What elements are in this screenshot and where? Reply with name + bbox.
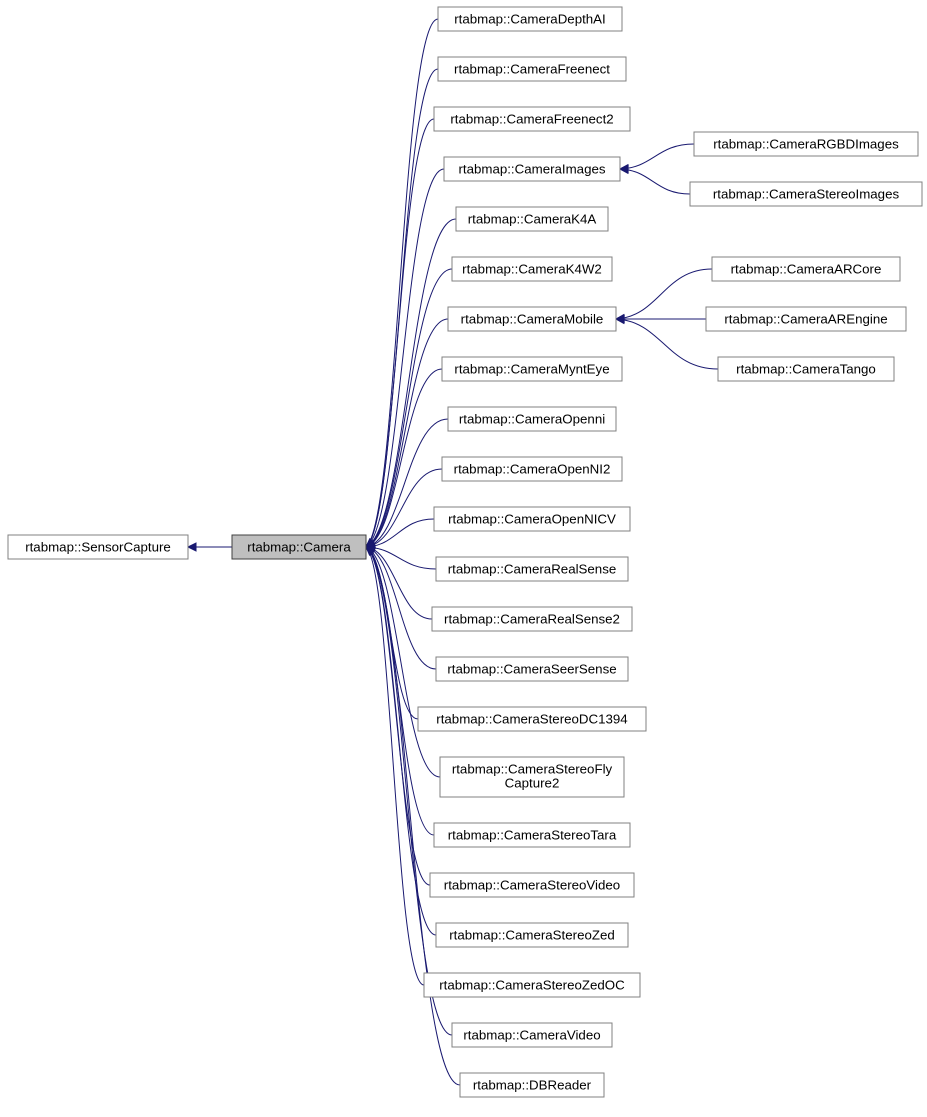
class-node-label: rtabmap::CameraStereoImages [713, 187, 900, 202]
class-node-mynteye[interactable]: rtabmap::CameraMyntEye [442, 357, 622, 381]
class-node-tango[interactable]: rtabmap::CameraTango [718, 357, 894, 381]
class-node-label: rtabmap::CameraStereoDC1394 [436, 712, 627, 727]
class-node-depthai[interactable]: rtabmap::CameraDepthAI [438, 7, 622, 31]
class-node-stereozed[interactable]: rtabmap::CameraStereoZed [436, 923, 628, 947]
class-node-images[interactable]: rtabmap::CameraImages [444, 157, 620, 181]
class-node-label: rtabmap::CameraDepthAI [454, 12, 606, 27]
class-node-label: rtabmap::CameraAREngine [724, 312, 887, 327]
class-node-label: rtabmap::CameraOpenni [459, 412, 605, 427]
class-node-mobile[interactable]: rtabmap::CameraMobile [448, 307, 616, 331]
class-node-freenect[interactable]: rtabmap::CameraFreenect [438, 57, 626, 81]
class-node-label: rtabmap::CameraARCore [731, 262, 882, 277]
class-node-openni[interactable]: rtabmap::CameraOpenni [448, 407, 616, 431]
class-node-openni2[interactable]: rtabmap::CameraOpenNI2 [442, 457, 622, 481]
class-node-stereotara[interactable]: rtabmap::CameraStereoTara [434, 823, 630, 847]
inheritance-edge [366, 369, 442, 547]
class-node-k4a[interactable]: rtabmap::CameraK4A [456, 207, 608, 231]
class-node-camera[interactable]: rtabmap::Camera [232, 535, 366, 559]
class-node-rgbdimages[interactable]: rtabmap::CameraRGBDImages [694, 132, 918, 156]
class-node-label: rtabmap::CameraMyntEye [454, 362, 609, 377]
class-node-stereovideo[interactable]: rtabmap::CameraStereoVideo [430, 873, 634, 897]
class-node-label: rtabmap::CameraVideo [463, 1028, 600, 1043]
inheritance-edge [366, 119, 434, 547]
class-node-arengine[interactable]: rtabmap::CameraAREngine [706, 307, 906, 331]
inheritance-edge [366, 547, 424, 985]
class-node-label: rtabmap::Camera [247, 540, 351, 555]
class-node-label: rtabmap::CameraStereoTara [448, 828, 617, 843]
class-node-label: rtabmap::CameraK4W2 [462, 262, 602, 277]
class-node-realsense[interactable]: rtabmap::CameraRealSense [436, 557, 628, 581]
class-node-k4w2[interactable]: rtabmap::CameraK4W2 [452, 257, 612, 281]
class-node-label: rtabmap::CameraSeerSense [447, 662, 616, 677]
class-node-label: rtabmap::CameraStereoZed [449, 928, 615, 943]
class-node-label: rtabmap::CameraTango [736, 362, 876, 377]
class-node-dc1394[interactable]: rtabmap::CameraStereoDC1394 [418, 707, 646, 731]
class-node-flycap2[interactable]: rtabmap::CameraStereoFlyCapture2 [440, 757, 624, 797]
class-node-realsense2[interactable]: rtabmap::CameraRealSense2 [432, 607, 632, 631]
class-node-label: rtabmap::CameraMobile [461, 312, 604, 327]
class-node-freenect2[interactable]: rtabmap::CameraFreenect2 [434, 107, 630, 131]
class-node-label: rtabmap::CameraOpenNICV [448, 512, 616, 527]
class-node-label: rtabmap::CameraK4A [468, 212, 597, 227]
class-node-label: rtabmap::CameraFreenect2 [450, 112, 613, 127]
inheritance-arrowhead [188, 543, 196, 551]
inheritance-diagram: rtabmap::SensorCapturertabmap::Camerarta… [0, 0, 927, 1117]
class-node-label: rtabmap::DBReader [473, 1078, 592, 1093]
class-node-label: rtabmap::CameraStereoVideo [444, 878, 620, 893]
class-node-label: rtabmap::CameraRealSense [448, 562, 617, 577]
inheritance-edge [366, 547, 434, 835]
inheritance-edge [366, 69, 438, 547]
class-node-label: rtabmap::CameraRealSense2 [444, 612, 620, 627]
class-node-label: rtabmap::CameraImages [458, 162, 605, 177]
class-node-label: Capture2 [505, 776, 560, 791]
class-node-stereoimages[interactable]: rtabmap::CameraStereoImages [690, 182, 922, 206]
class-node-label: rtabmap::CameraOpenNI2 [454, 462, 611, 477]
inheritance-edge [616, 319, 718, 369]
class-node-stereozedoc[interactable]: rtabmap::CameraStereoZedOC [424, 973, 640, 997]
inheritance-edge [366, 169, 444, 547]
inheritance-edge [620, 144, 694, 169]
class-node-label: rtabmap::CameraStereoZedOC [439, 978, 625, 993]
class-node-label: rtabmap::CameraStereoFly [452, 762, 613, 777]
class-node-dbreader[interactable]: rtabmap::DBReader [460, 1073, 604, 1097]
class-node-arcore[interactable]: rtabmap::CameraARCore [712, 257, 900, 281]
inheritance-edge [620, 169, 690, 194]
class-node-label: rtabmap::CameraFreenect [454, 62, 610, 77]
inheritance-edge [616, 269, 712, 319]
nodes-group: rtabmap::SensorCapturertabmap::Camerarta… [8, 7, 922, 1097]
class-node-seersense[interactable]: rtabmap::CameraSeerSense [436, 657, 628, 681]
class-node-video[interactable]: rtabmap::CameraVideo [452, 1023, 612, 1047]
class-node-label: rtabmap::SensorCapture [25, 540, 171, 555]
class-node-label: rtabmap::CameraRGBDImages [713, 137, 899, 152]
class-node-opennicv[interactable]: rtabmap::CameraOpenNICV [434, 507, 630, 531]
inheritance-edge [366, 547, 436, 935]
class-node-sensorcapture[interactable]: rtabmap::SensorCapture [8, 535, 188, 559]
